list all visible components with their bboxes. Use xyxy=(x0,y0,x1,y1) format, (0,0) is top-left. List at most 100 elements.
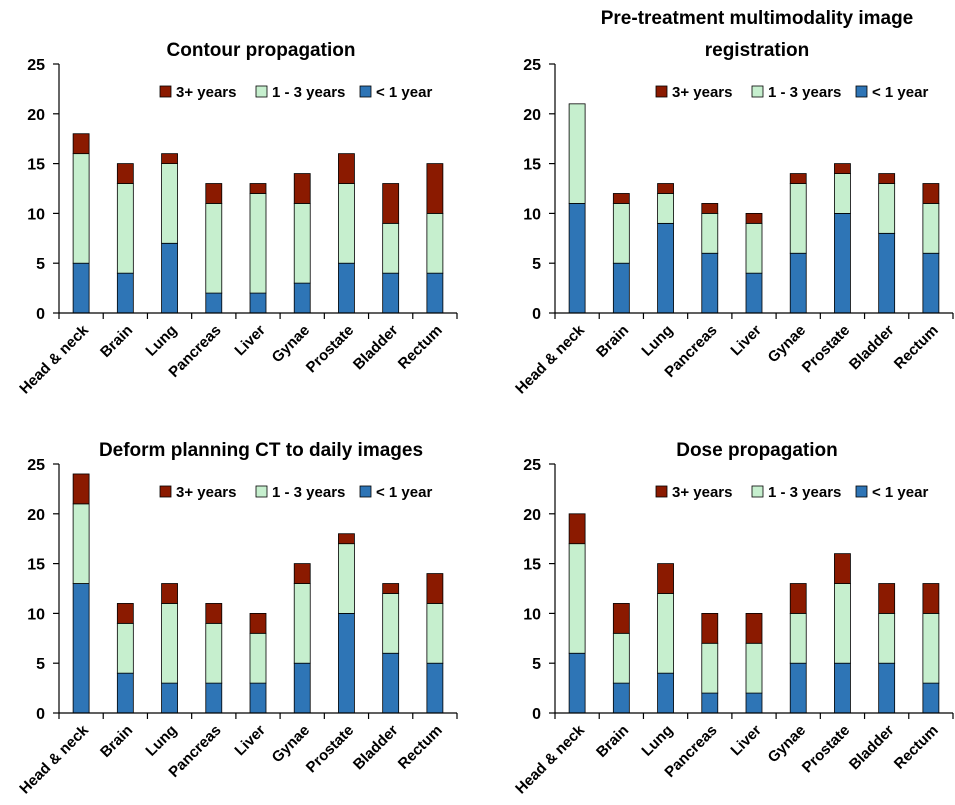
bar-segment xyxy=(834,173,851,214)
legend-item: 3+ years xyxy=(655,484,732,501)
bar-segment xyxy=(205,292,223,314)
x-tick-label: Bladder xyxy=(846,722,898,774)
legend-label: 1 - 3 years xyxy=(768,84,841,101)
bar-segment xyxy=(249,292,267,314)
x-tick-label: Prostate xyxy=(303,722,357,776)
bar-segment xyxy=(116,622,134,674)
x-tick-label: Head & neck xyxy=(16,721,92,797)
bar-segment xyxy=(426,163,444,214)
x-tick-label: Prostate xyxy=(799,322,853,376)
bar-segment xyxy=(568,203,586,314)
legend-swatch xyxy=(655,485,668,498)
chart-panel-3: Deform planning CT to daily images 0 5 10 15… xyxy=(16,440,458,798)
bar-segment xyxy=(922,203,940,254)
legend-item: 1 - 3 years xyxy=(255,84,345,101)
bar-segment xyxy=(249,682,267,714)
legend-label: 3+ years xyxy=(176,84,236,101)
x-tick-label: Bladder xyxy=(846,322,898,374)
bar-segment xyxy=(789,662,807,714)
legend-item: 1 - 3 years xyxy=(751,484,841,501)
bar-segment xyxy=(293,282,311,314)
bar-segment xyxy=(161,153,178,164)
legend-item: < 1 year xyxy=(359,84,432,101)
bar-segment xyxy=(249,632,267,684)
legend-label: 3+ years xyxy=(672,84,732,101)
x-tick-label: Rectum xyxy=(395,722,446,773)
bar-segment xyxy=(161,583,178,604)
legend-swatch xyxy=(855,85,868,98)
bar-segment xyxy=(878,662,896,714)
bar-segment xyxy=(745,642,763,694)
bar-segment xyxy=(338,153,355,184)
bar-segment xyxy=(789,613,807,664)
bar-segment xyxy=(116,163,134,184)
bar-segment xyxy=(338,543,355,614)
bar-segment xyxy=(116,183,134,274)
bar-segment xyxy=(426,603,444,664)
x-tick-label: Rectum xyxy=(891,722,942,773)
bar-segment xyxy=(338,613,355,714)
y-tick-label: 20 xyxy=(523,507,541,524)
bar-segment xyxy=(568,103,586,204)
y-tick-label: 0 xyxy=(36,306,45,323)
bar-segment xyxy=(293,563,311,584)
x-tick-label: Lung xyxy=(142,722,180,760)
bar-segment xyxy=(657,193,674,224)
bar-segment xyxy=(293,173,311,204)
bar-segment xyxy=(657,563,674,594)
bar-segment xyxy=(205,682,223,714)
chart-title: Deform planning CT to daily images xyxy=(99,440,423,461)
bar-segment xyxy=(161,242,178,314)
bar-segment xyxy=(72,473,90,505)
bar-segment xyxy=(701,613,719,644)
bar-segment xyxy=(701,252,719,314)
legend-item: 1 - 3 years xyxy=(751,84,841,101)
bar-segment xyxy=(338,262,355,314)
bar-segment xyxy=(568,652,586,714)
chart-panel-1: Contour propagation 0 5 10 15 20 25 Head & neck… xyxy=(16,40,458,398)
legend-item: < 1 year xyxy=(359,484,432,501)
x-tick-label: Liver xyxy=(231,722,268,759)
x-tick-label: Liver xyxy=(231,322,268,359)
bar-segment xyxy=(701,203,719,214)
bar-segment xyxy=(701,692,719,714)
legend-swatch xyxy=(255,485,268,498)
x-tick-label: Lung xyxy=(638,722,676,760)
x-tick-label: Brain xyxy=(97,322,136,361)
x-tick-label: Head & neck xyxy=(16,321,92,397)
legend-item: < 1 year xyxy=(855,84,928,101)
legend: 3+ years 1 - 3 years < 1 year xyxy=(159,84,432,101)
y-tick-label: 0 xyxy=(36,706,45,723)
legend-swatch xyxy=(359,485,372,498)
bar-segment xyxy=(789,173,807,184)
bar-segment xyxy=(72,133,90,155)
bar-segment xyxy=(293,662,311,714)
y-tick-label: 10 xyxy=(523,606,541,623)
bar-segment xyxy=(745,272,763,314)
chart-title-line: registration xyxy=(705,40,810,61)
bar-segment xyxy=(293,203,311,284)
bar-segment xyxy=(382,583,400,594)
y-tick-label: 20 xyxy=(27,107,45,124)
bar-segment xyxy=(745,212,763,224)
bar-segment xyxy=(878,613,896,664)
bar-segment xyxy=(745,692,763,714)
bar-segment xyxy=(568,543,586,654)
bar-segment xyxy=(116,272,134,314)
legend-item: 3+ years xyxy=(159,84,236,101)
chart-title-line: Deform planning CT to daily images xyxy=(99,440,423,461)
legend-item: 3+ years xyxy=(159,484,236,501)
x-tick-label: Lung xyxy=(638,322,676,360)
y-tick-label: 5 xyxy=(36,256,45,273)
bar-segment xyxy=(116,672,134,714)
bar-segment xyxy=(382,183,400,224)
x-tick-label: Brain xyxy=(593,722,632,761)
y-tick-label: 15 xyxy=(523,557,541,574)
y-tick-label: 0 xyxy=(532,706,541,723)
bar-segment xyxy=(161,163,178,244)
bar-segment xyxy=(657,222,674,314)
bar-segment xyxy=(426,662,444,714)
bar-segment xyxy=(382,652,400,714)
bar-segment xyxy=(789,252,807,314)
